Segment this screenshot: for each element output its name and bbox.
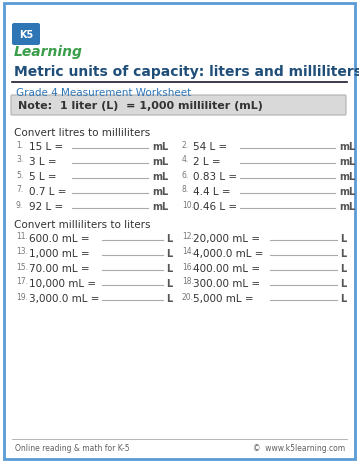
Text: 1.: 1. [16, 140, 23, 149]
Text: 5.: 5. [16, 170, 23, 179]
Text: Online reading & math for K-5: Online reading & math for K-5 [15, 444, 130, 452]
Text: L: L [340, 233, 346, 244]
Text: 0.46 L =: 0.46 L = [193, 201, 241, 212]
Text: mL: mL [152, 172, 168, 181]
FancyBboxPatch shape [11, 96, 346, 116]
Text: Learning: Learning [14, 45, 83, 59]
Text: 20,000 mL =: 20,000 mL = [193, 233, 264, 244]
Text: mL: mL [339, 187, 355, 197]
Text: mL: mL [152, 201, 168, 212]
Text: L: L [166, 249, 172, 258]
Text: 54 L =: 54 L = [193, 142, 230, 152]
Text: 15 L =: 15 L = [29, 142, 66, 152]
Text: 15.: 15. [16, 262, 28, 271]
Text: L: L [340, 278, 346, 288]
Text: 19.: 19. [16, 292, 28, 301]
Text: 400.00 mL =: 400.00 mL = [193, 263, 264, 274]
Text: L: L [340, 263, 346, 274]
Text: 20.: 20. [182, 292, 194, 301]
Text: mL: mL [152, 187, 168, 197]
Text: 16.: 16. [182, 262, 194, 271]
Text: mL: mL [152, 142, 168, 152]
Text: mL: mL [339, 172, 355, 181]
Text: 12.: 12. [182, 232, 194, 241]
Text: mL: mL [339, 201, 355, 212]
Text: 300.00 mL =: 300.00 mL = [193, 278, 264, 288]
Text: 13.: 13. [16, 247, 28, 256]
Text: 4.4 L =: 4.4 L = [193, 187, 234, 197]
Text: 3,000.0 mL =: 3,000.0 mL = [29, 294, 103, 303]
Text: K5: K5 [19, 30, 33, 40]
Text: 7.: 7. [16, 185, 23, 194]
Text: 4,000.0 mL =: 4,000.0 mL = [193, 249, 267, 258]
Text: L: L [340, 294, 346, 303]
Text: 14.: 14. [182, 247, 194, 256]
Text: mL: mL [152, 156, 168, 167]
Text: 8.: 8. [182, 185, 189, 194]
Text: mL: mL [339, 142, 355, 152]
Text: L: L [166, 278, 172, 288]
Text: 18.: 18. [182, 277, 194, 286]
Text: 2 L =: 2 L = [193, 156, 224, 167]
Text: 5 L =: 5 L = [29, 172, 60, 181]
Text: L: L [166, 294, 172, 303]
Text: 92 L =: 92 L = [29, 201, 66, 212]
Text: Metric units of capacity: liters and milliliters: Metric units of capacity: liters and mil… [14, 65, 359, 79]
Text: Convert litres to milliliters: Convert litres to milliliters [14, 128, 150, 138]
Text: mL: mL [339, 156, 355, 167]
Text: 2.: 2. [182, 140, 189, 149]
Text: 11.: 11. [16, 232, 28, 241]
Text: 6.: 6. [182, 170, 189, 179]
Text: Note:  1 liter (L)  = 1,000 milliliter (mL): Note: 1 liter (L) = 1,000 milliliter (mL… [18, 101, 263, 111]
Text: 0.7 L =: 0.7 L = [29, 187, 70, 197]
Text: 10,000 mL =: 10,000 mL = [29, 278, 99, 288]
Text: 3 L =: 3 L = [29, 156, 60, 167]
Text: L: L [166, 263, 172, 274]
Text: 3.: 3. [16, 155, 23, 164]
Text: L: L [166, 233, 172, 244]
Text: 4.: 4. [182, 155, 189, 164]
Text: 10.: 10. [182, 200, 194, 209]
Text: 9.: 9. [16, 200, 23, 209]
Text: 17.: 17. [16, 277, 28, 286]
Text: 600.0 mL =: 600.0 mL = [29, 233, 93, 244]
Text: Grade 4 Measurement Worksheet: Grade 4 Measurement Worksheet [16, 88, 191, 98]
Text: 1,000 mL =: 1,000 mL = [29, 249, 93, 258]
Text: 0.83 L =: 0.83 L = [193, 172, 241, 181]
Text: 5,000 mL =: 5,000 mL = [193, 294, 257, 303]
Text: 70.00 mL =: 70.00 mL = [29, 263, 93, 274]
Text: ©  www.k5learning.com: © www.k5learning.com [253, 444, 345, 452]
FancyBboxPatch shape [4, 4, 355, 459]
FancyBboxPatch shape [12, 24, 40, 46]
Text: Convert milliliters to liters: Convert milliliters to liters [14, 219, 150, 230]
Text: L: L [340, 249, 346, 258]
